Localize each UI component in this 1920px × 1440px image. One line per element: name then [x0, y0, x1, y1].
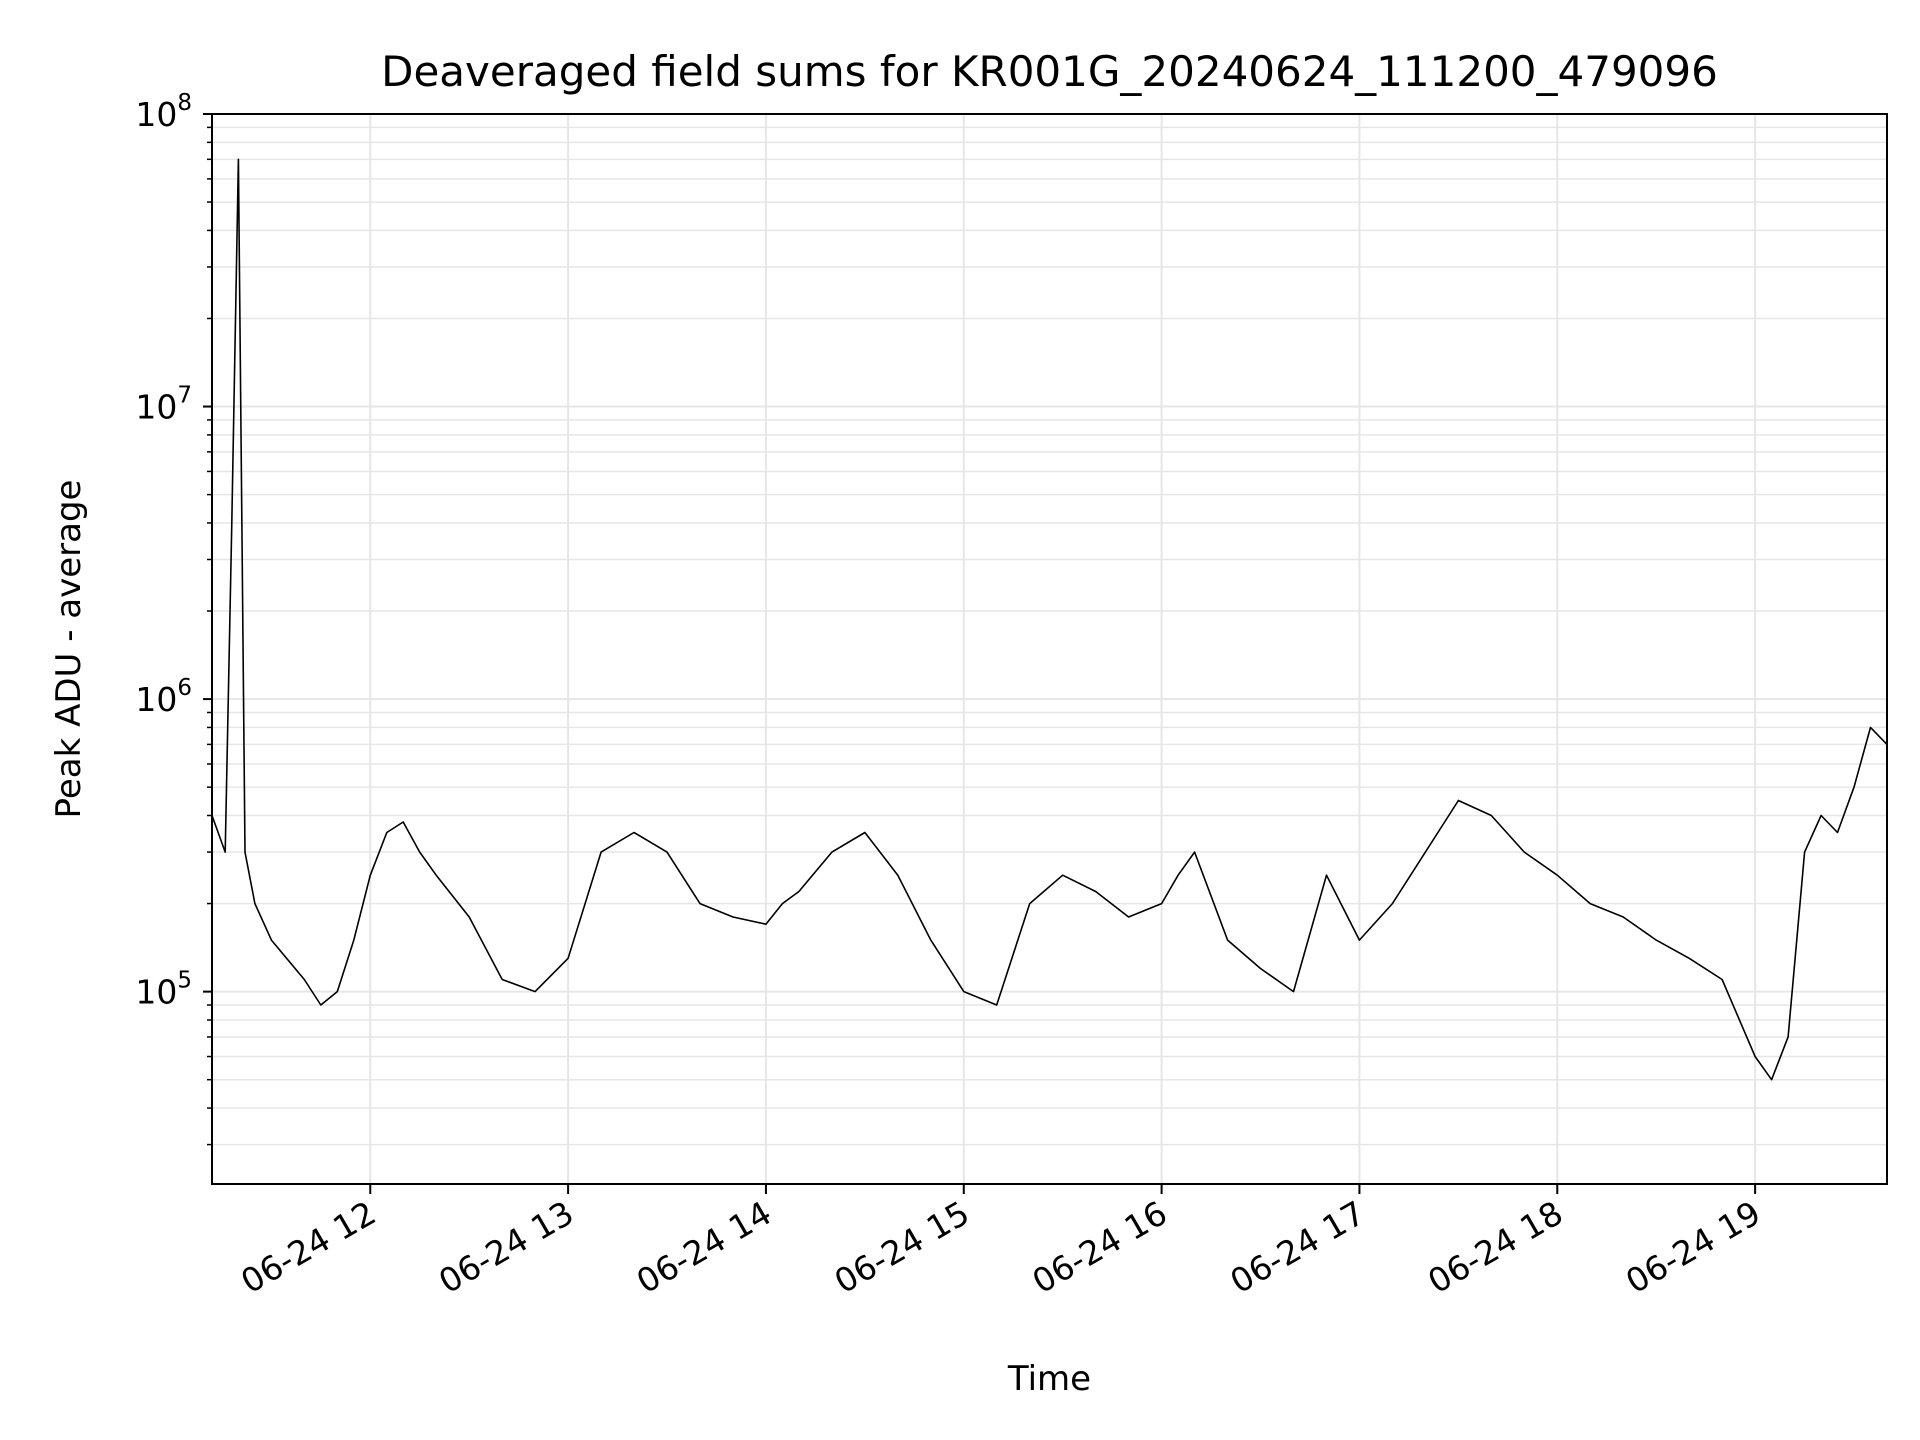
- y-tick-label-exponent: 8: [177, 90, 192, 116]
- y-tick-label: 107: [135, 383, 192, 427]
- y-tick-label: 105: [135, 968, 192, 1012]
- y-tick-label-exponent: 6: [177, 675, 192, 701]
- y-tick-label-base: 10: [135, 680, 177, 719]
- x-axis-label: Time: [1007, 1359, 1091, 1399]
- y-tick-label-base: 10: [135, 973, 177, 1012]
- chart-title: Deaveraged field sums for KR001G_2024062…: [381, 47, 1718, 96]
- y-tick-label-base: 10: [135, 95, 177, 134]
- y-axis-label: Peak ADU - average: [49, 480, 89, 819]
- axes-frame: [211, 113, 1888, 1185]
- y-tick-label-exponent: 7: [177, 383, 192, 409]
- data-series: [211, 158, 1888, 1081]
- y-tick-label: 108: [135, 90, 192, 134]
- y-tick-label: 106: [135, 675, 192, 719]
- y-tick-label-exponent: 5: [177, 968, 192, 994]
- y-tick-label-base: 10: [135, 388, 177, 427]
- series-line: [211, 158, 1888, 1081]
